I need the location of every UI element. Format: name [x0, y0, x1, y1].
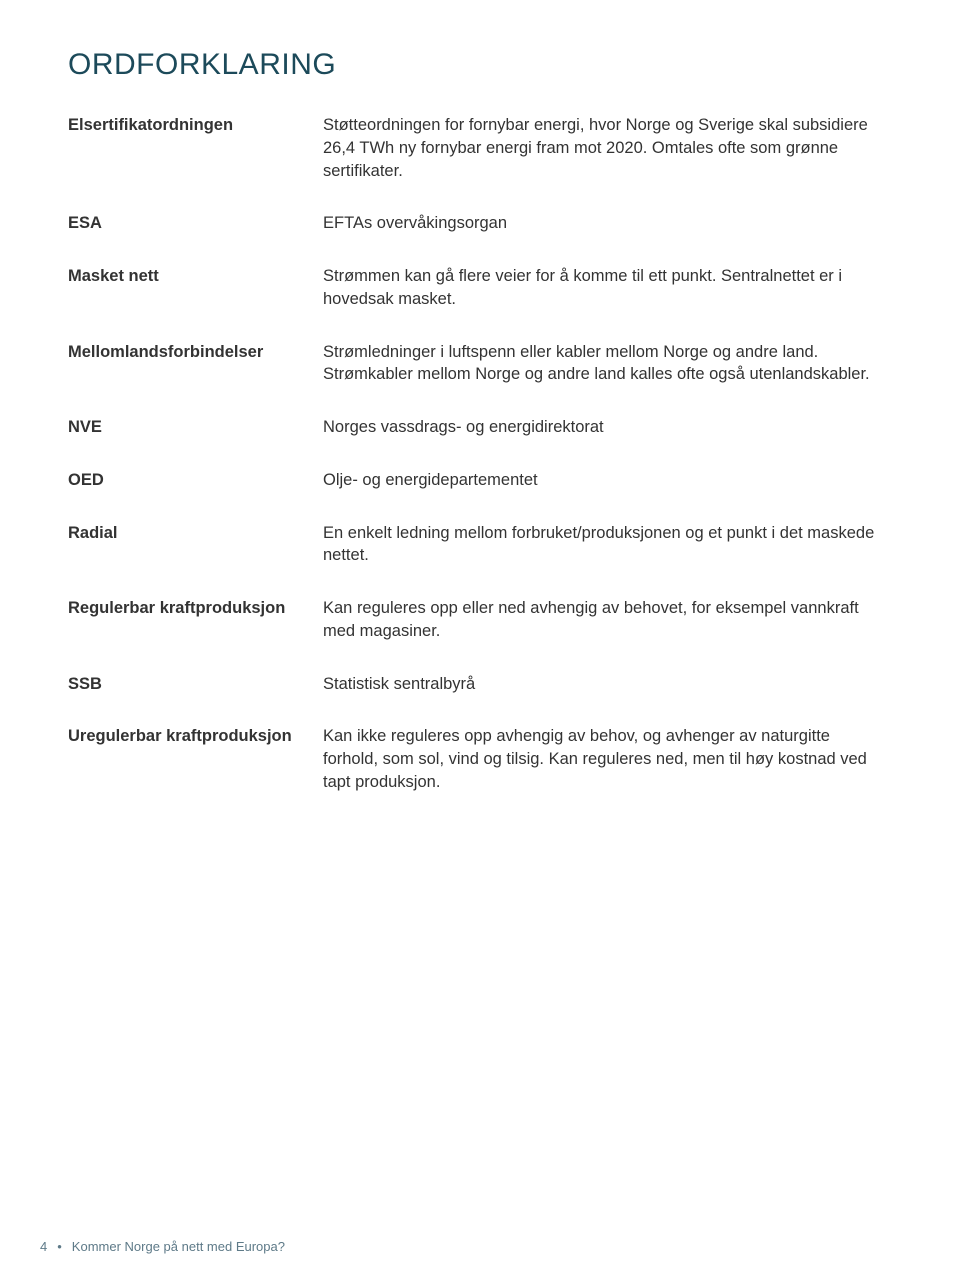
glossary-term: Masket nett [68, 257, 323, 333]
table-row: ESA EFTAs overvåkingsorgan [68, 204, 896, 257]
glossary-definition: En enkelt ledning mellom forbruket/produ… [323, 514, 896, 590]
glossary-term: SSB [68, 665, 323, 718]
glossary-definition: Olje- og energidepartementet [323, 461, 896, 514]
footer-page-number: 4 [40, 1239, 47, 1254]
glossary-term: OED [68, 461, 323, 514]
glossary-term: ESA [68, 204, 323, 257]
page-footer: 4 • Kommer Norge på nett med Europa? [40, 1239, 285, 1254]
glossary-definition: Statistisk sentralbyrå [323, 665, 896, 718]
glossary-term: Uregulerbar kraftproduksjon [68, 717, 323, 815]
table-row: Masket nett Strømmen kan gå flere veier … [68, 257, 896, 333]
table-row: Mellomlandsforbindelser Strømledninger i… [68, 333, 896, 409]
table-row: Radial En enkelt ledning mellom forbruke… [68, 514, 896, 590]
glossary-definition: Kan ikke reguleres opp avhengig av behov… [323, 717, 896, 815]
table-row: Regulerbar kraftproduksjon Kan reguleres… [68, 589, 896, 665]
glossary-definition: Kan reguleres opp eller ned avhengig av … [323, 589, 896, 665]
glossary-term: Elsertifikatordningen [68, 106, 323, 204]
footer-text: Kommer Norge på nett med Europa? [72, 1239, 285, 1254]
footer-bullet-icon: • [57, 1239, 62, 1254]
table-row: Uregulerbar kraftproduksjon Kan ikke reg… [68, 717, 896, 815]
page-container: ORDFORKLARING Elsertifikatordningen Støt… [0, 0, 960, 816]
glossary-table: Elsertifikatordningen Støtteordningen fo… [68, 106, 896, 816]
glossary-definition: Strømledninger i luftspenn eller kabler … [323, 333, 896, 409]
table-row: Elsertifikatordningen Støtteordningen fo… [68, 106, 896, 204]
glossary-definition: Norges vassdrags- og energidirektorat [323, 408, 896, 461]
table-row: OED Olje- og energidepartementet [68, 461, 896, 514]
glossary-definition: Strømmen kan gå flere veier for å komme … [323, 257, 896, 333]
table-row: SSB Statistisk sentralbyrå [68, 665, 896, 718]
glossary-term: Mellomlandsforbindelser [68, 333, 323, 409]
glossary-term: Regulerbar kraftproduksjon [68, 589, 323, 665]
glossary-term: NVE [68, 408, 323, 461]
page-title: ORDFORKLARING [68, 48, 896, 82]
glossary-definition: EFTAs overvåkingsorgan [323, 204, 896, 257]
table-row: NVE Norges vassdrags- og energidirektora… [68, 408, 896, 461]
glossary-definition: Støtteordningen for fornybar energi, hvo… [323, 106, 896, 204]
glossary-term: Radial [68, 514, 323, 590]
